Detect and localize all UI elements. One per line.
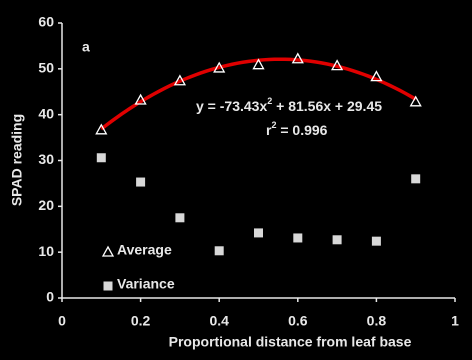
y-axis-title: SPAD reading [9, 114, 25, 206]
equation-part: y = -73.43x [196, 98, 267, 114]
y-tick-label: 20 [38, 197, 54, 213]
x-axis-title: Proportional distance from leaf base [169, 334, 412, 350]
x-tick-label: 0.4 [209, 313, 229, 329]
r-squared-part: r [266, 122, 272, 138]
y-tick-label: 30 [38, 151, 54, 167]
square-marker [254, 228, 263, 238]
r-squared-part: 2 [271, 120, 276, 130]
r-squared-part: = 0.996 [276, 122, 327, 138]
fit-curve [100, 57, 417, 131]
triangle-marker [291, 52, 304, 64]
square-marker [332, 235, 342, 245]
y-tick-label: 10 [38, 243, 54, 259]
equation-part: 2 [267, 96, 272, 106]
square-marker [136, 177, 146, 187]
y-tick-label: 0 [46, 289, 54, 305]
legend-marker [103, 281, 113, 291]
triangle-marker [173, 74, 187, 86]
equation-part: + 81.56x + 29.45 [272, 98, 382, 114]
y-tick-label: 40 [38, 105, 54, 121]
r-squared: r2 = 0.996 [266, 120, 328, 137]
x-tick-label: 0.2 [131, 313, 151, 329]
square-marker [214, 246, 224, 256]
square-marker [293, 233, 303, 243]
square-marker [175, 213, 185, 223]
equation: y = -73.43x2 + 81.56x + 29.45 [196, 96, 382, 113]
x-tick-label: 0.8 [367, 313, 387, 329]
legend-label: Average [117, 242, 172, 258]
x-tick-label: 0 [58, 313, 66, 329]
legend-marker [101, 245, 115, 257]
triangle-marker [95, 123, 108, 135]
triangle-marker [370, 70, 383, 82]
x-tick-label: 1 [451, 313, 459, 329]
triangle-marker [134, 93, 147, 105]
triangle-marker [409, 95, 422, 107]
panel-label: a [82, 39, 90, 55]
square-marker [371, 236, 381, 246]
square-marker [411, 174, 421, 184]
triangle-marker [252, 58, 265, 70]
square-marker [96, 153, 106, 163]
x-tick-label: 0.6 [288, 313, 308, 329]
triangle-marker [330, 59, 344, 71]
triangle-marker [213, 61, 226, 73]
y-tick-label: 60 [38, 14, 54, 30]
legend-label: Variance [117, 276, 175, 292]
y-tick-label: 50 [38, 60, 54, 76]
